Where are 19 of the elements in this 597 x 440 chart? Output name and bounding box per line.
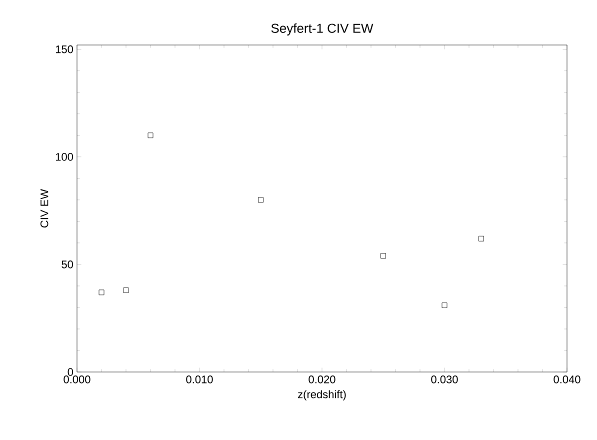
point xyxy=(442,302,448,308)
point xyxy=(380,253,386,259)
y-tick-label: 100 xyxy=(56,152,74,161)
chart-title: Seyfert-1 CIV EW xyxy=(271,23,374,36)
x-tick-label: 0.030 xyxy=(431,376,458,384)
point xyxy=(478,236,484,242)
x-tick-label: 0.010 xyxy=(186,376,213,384)
y-tick-label: 50 xyxy=(62,260,74,268)
point xyxy=(258,197,264,203)
x-tick-label: 0.020 xyxy=(308,376,336,384)
x-tick-label: 0.040 xyxy=(554,376,580,384)
y-tick-label: 150 xyxy=(56,45,74,54)
point xyxy=(98,290,104,296)
y-tick-label: 0 xyxy=(68,368,74,376)
x-axis-title: z(redshift) xyxy=(298,390,346,400)
y-axis-title: CIV EW xyxy=(40,189,48,228)
point xyxy=(123,288,129,293)
x-tick-label: 0.000 xyxy=(64,376,90,384)
point xyxy=(148,132,154,138)
